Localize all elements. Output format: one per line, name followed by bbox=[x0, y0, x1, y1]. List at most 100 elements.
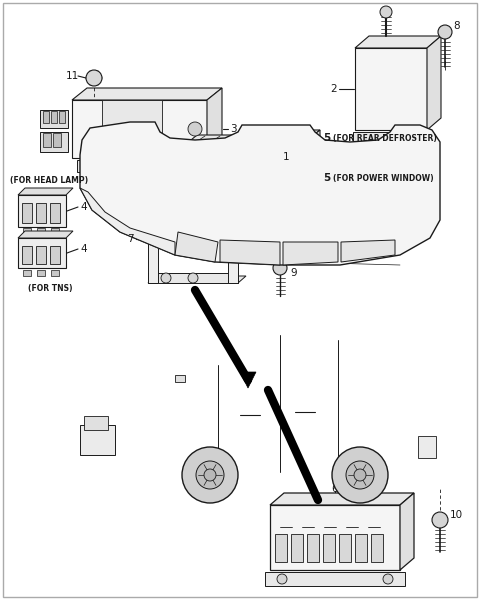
Bar bbox=[40, 110, 68, 128]
Bar bbox=[37, 228, 45, 235]
Bar bbox=[23, 228, 31, 235]
Polygon shape bbox=[72, 100, 207, 158]
Circle shape bbox=[383, 574, 393, 584]
Text: 3: 3 bbox=[230, 124, 237, 134]
Text: 6: 6 bbox=[331, 484, 337, 494]
Circle shape bbox=[204, 469, 216, 481]
Circle shape bbox=[273, 261, 287, 275]
Bar bbox=[244, 154, 250, 174]
Bar bbox=[148, 195, 238, 205]
Text: 11: 11 bbox=[66, 71, 79, 81]
Bar bbox=[43, 133, 51, 147]
Polygon shape bbox=[427, 36, 441, 130]
Bar bbox=[307, 534, 319, 562]
Bar bbox=[37, 270, 45, 276]
Circle shape bbox=[182, 447, 238, 503]
Circle shape bbox=[83, 161, 93, 171]
Bar bbox=[160, 155, 167, 177]
Bar bbox=[291, 534, 303, 562]
Bar bbox=[18, 238, 66, 268]
Circle shape bbox=[86, 70, 102, 86]
Bar bbox=[40, 132, 68, 152]
Text: 8: 8 bbox=[453, 21, 460, 31]
Circle shape bbox=[354, 469, 366, 481]
Text: 7: 7 bbox=[127, 234, 134, 244]
Text: (FOR TNS): (FOR TNS) bbox=[28, 283, 72, 292]
Circle shape bbox=[161, 273, 171, 283]
Polygon shape bbox=[80, 122, 440, 265]
Bar bbox=[365, 144, 380, 152]
Circle shape bbox=[438, 25, 452, 39]
Polygon shape bbox=[341, 240, 395, 262]
Text: 4: 4 bbox=[80, 202, 86, 212]
Text: 5: 5 bbox=[323, 133, 330, 143]
Polygon shape bbox=[270, 505, 400, 570]
Polygon shape bbox=[175, 232, 218, 262]
Bar bbox=[18, 195, 66, 227]
Bar bbox=[77, 160, 99, 172]
Polygon shape bbox=[72, 88, 222, 100]
Polygon shape bbox=[355, 48, 427, 130]
Polygon shape bbox=[148, 276, 246, 283]
Bar bbox=[242, 190, 266, 220]
Bar bbox=[36, 246, 46, 264]
Polygon shape bbox=[318, 174, 328, 222]
Polygon shape bbox=[355, 36, 441, 48]
Bar bbox=[59, 111, 65, 123]
Circle shape bbox=[380, 6, 392, 18]
Bar bbox=[50, 246, 60, 264]
Polygon shape bbox=[220, 240, 280, 265]
Bar bbox=[353, 132, 429, 142]
Text: 9: 9 bbox=[290, 268, 297, 278]
Bar bbox=[371, 534, 383, 562]
Bar bbox=[50, 203, 60, 223]
Polygon shape bbox=[240, 372, 256, 388]
Bar bbox=[22, 246, 32, 264]
Text: (FOR REAR DEFROSTER): (FOR REAR DEFROSTER) bbox=[333, 133, 437, 142]
Text: 2: 2 bbox=[330, 84, 337, 94]
Bar bbox=[275, 534, 287, 562]
Bar bbox=[51, 270, 59, 276]
Bar bbox=[36, 203, 46, 223]
Circle shape bbox=[188, 273, 198, 283]
Bar bbox=[228, 195, 238, 283]
Bar bbox=[80, 425, 115, 455]
Polygon shape bbox=[228, 188, 246, 195]
Circle shape bbox=[196, 461, 224, 489]
Text: 1: 1 bbox=[283, 152, 289, 162]
Circle shape bbox=[277, 574, 287, 584]
Polygon shape bbox=[268, 174, 328, 182]
Circle shape bbox=[332, 447, 388, 503]
Polygon shape bbox=[86, 71, 102, 85]
Bar bbox=[43, 111, 49, 123]
Bar bbox=[245, 199, 251, 217]
Bar bbox=[22, 203, 32, 223]
Circle shape bbox=[368, 144, 376, 152]
Polygon shape bbox=[265, 135, 277, 193]
Text: 4: 4 bbox=[80, 244, 86, 254]
Polygon shape bbox=[175, 375, 185, 382]
Polygon shape bbox=[185, 145, 265, 193]
Text: 10: 10 bbox=[450, 510, 463, 520]
Bar bbox=[102, 100, 162, 138]
Polygon shape bbox=[310, 130, 320, 180]
Bar bbox=[84, 416, 108, 430]
Polygon shape bbox=[270, 493, 414, 505]
Polygon shape bbox=[268, 182, 318, 222]
Polygon shape bbox=[18, 231, 73, 238]
Bar bbox=[51, 111, 57, 123]
Bar bbox=[148, 195, 158, 283]
Bar bbox=[51, 228, 59, 235]
Polygon shape bbox=[80, 188, 175, 255]
Bar bbox=[53, 133, 61, 147]
Circle shape bbox=[432, 512, 448, 528]
Polygon shape bbox=[283, 242, 338, 265]
Bar bbox=[235, 154, 241, 174]
Polygon shape bbox=[400, 493, 414, 570]
Bar bbox=[355, 534, 367, 562]
Bar bbox=[23, 270, 31, 276]
Bar bbox=[265, 572, 405, 586]
Polygon shape bbox=[185, 135, 277, 145]
Circle shape bbox=[188, 122, 202, 136]
Polygon shape bbox=[258, 130, 320, 138]
